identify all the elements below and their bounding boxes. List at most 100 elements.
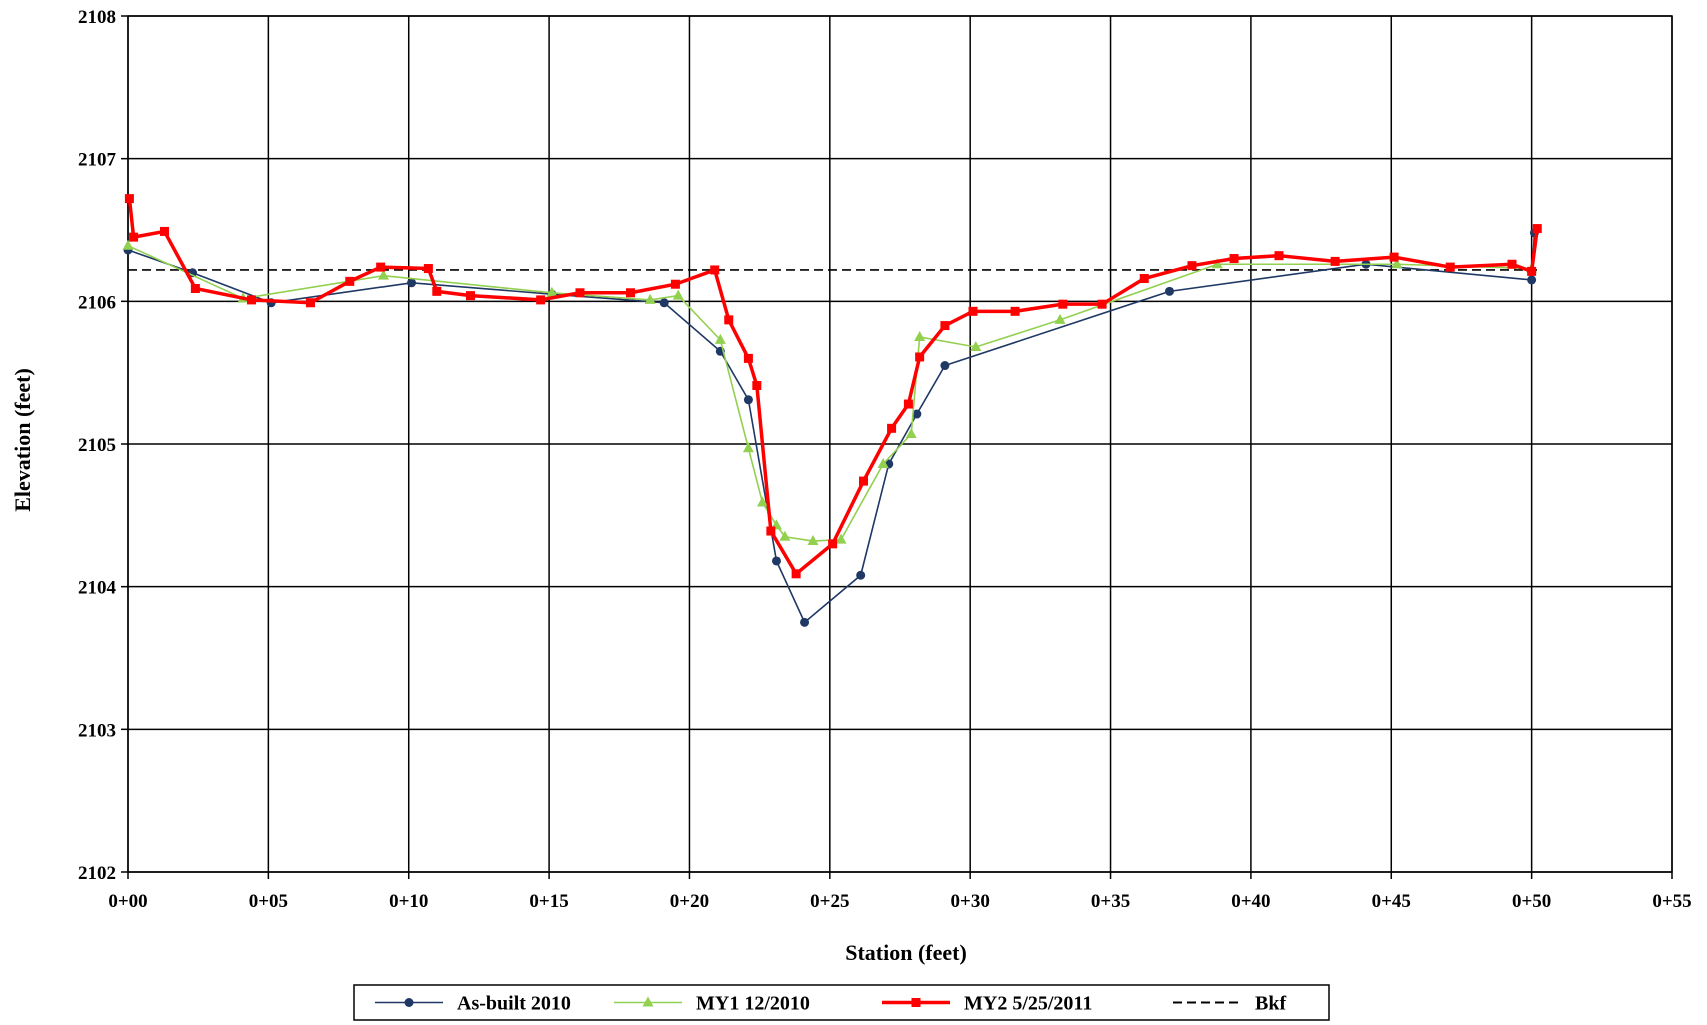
data-point [124, 194, 134, 204]
data-point [1445, 262, 1455, 272]
legend-entry-1: MY1 12/2010 [614, 993, 810, 1015]
legend-label: Bkf [1255, 993, 1286, 1015]
data-point [856, 570, 866, 580]
x-tick-label: 0+40 [1231, 891, 1270, 912]
series-line [127, 232, 1536, 624]
data-point [859, 476, 869, 486]
data-point [642, 996, 654, 1007]
data-point [1229, 254, 1239, 264]
data-point [911, 998, 921, 1007]
data-point [1054, 313, 1066, 324]
y-tick-label: 2107 [78, 150, 117, 171]
data-point [1330, 256, 1340, 266]
data-point [742, 442, 754, 453]
data-point [724, 315, 734, 325]
y-tick-label: 2102 [78, 863, 116, 884]
x-tick-label: 0+10 [389, 891, 428, 912]
data-point [1211, 258, 1223, 269]
data-point [1139, 274, 1149, 284]
y-tick-label: 2106 [78, 292, 116, 313]
legend-entry-3: Bkf [1173, 993, 1286, 1015]
data-point [1164, 286, 1174, 296]
data-point [1097, 299, 1107, 309]
data-point [887, 423, 897, 433]
legend-entry-2: MY2 5/25/2011 [882, 993, 1092, 1015]
x-tick-label: 0+25 [810, 891, 849, 912]
legend: As-built 2010 MY1 12/2010 MY2 5/25/2011 Bkf [353, 984, 1330, 1021]
data-point [912, 409, 922, 419]
data-point [377, 269, 389, 280]
data-point [1389, 252, 1399, 262]
x-tick-label: 0+05 [249, 891, 288, 912]
x-axis-title: Station (feet) [845, 940, 967, 965]
data-point [407, 278, 417, 288]
data-point [122, 239, 134, 250]
data-point [190, 283, 200, 293]
x-axis-ticks: 0+00 0+05 0+10 0+15 0+20 0+25 0+30 0+35 0+40 0+45… [108, 872, 1692, 912]
legend-entry-0: As-built 2010 [375, 993, 571, 1015]
y-tick-label: 2105 [78, 435, 116, 456]
legend-label: MY1 12/2010 [696, 993, 810, 1015]
data-point [1058, 299, 1068, 309]
y-axis-title: Elevation (feet) [10, 368, 35, 512]
x-tick-label: 0+20 [670, 891, 709, 912]
legend-box [353, 984, 1330, 1021]
data-point [659, 298, 669, 308]
x-tick-label: 0+55 [1652, 891, 1691, 912]
x-tick-label: 0+00 [108, 891, 147, 912]
data-point [807, 535, 819, 546]
y-axis-ticks: 2102 2103 2104 2105 2106 2107 2108 [78, 7, 128, 884]
x-tick-label: 0+35 [1091, 891, 1130, 912]
data-point [129, 232, 139, 242]
legend-label: As-built 2010 [457, 993, 571, 1015]
x-tick-label: 0+45 [1372, 891, 1411, 912]
data-point [159, 226, 169, 236]
y-tick-label: 2104 [78, 578, 117, 599]
data-point [968, 306, 978, 316]
x-tick-label: 0+30 [951, 891, 990, 912]
data-point [465, 291, 475, 301]
series-line [127, 198, 1539, 577]
data-point [1187, 261, 1197, 271]
data-point [345, 276, 355, 286]
data-point [670, 279, 680, 289]
data-point [915, 352, 925, 362]
data-point [756, 496, 768, 507]
data-point [771, 556, 781, 566]
data-point [404, 998, 414, 1007]
data-point [800, 617, 810, 627]
data-point [714, 333, 726, 344]
series-layer [122, 194, 1542, 627]
x-tick-label: 0+50 [1512, 891, 1551, 912]
data-point [828, 539, 838, 549]
data-point [779, 530, 791, 541]
data-point [1532, 224, 1542, 234]
data-point [970, 340, 982, 351]
data-point [432, 286, 442, 296]
y-tick-label: 2108 [78, 7, 116, 28]
data-point [835, 533, 847, 544]
data-point [1527, 275, 1537, 285]
data-point [752, 381, 762, 391]
data-point [546, 286, 558, 297]
data-point [1507, 259, 1517, 269]
data-point [791, 569, 801, 579]
data-point [743, 353, 753, 363]
data-point [903, 399, 913, 409]
legend-label: MY2 5/25/2011 [964, 993, 1092, 1015]
data-point [877, 457, 889, 468]
data-point [743, 395, 753, 405]
data-point [626, 288, 636, 298]
data-point [905, 428, 917, 439]
data-point [940, 361, 950, 371]
data-point [1527, 266, 1537, 276]
x-tick-label: 0+15 [529, 891, 568, 912]
data-point [710, 265, 720, 275]
series-2 [124, 194, 1542, 579]
data-point [644, 293, 656, 304]
data-point [940, 321, 950, 331]
data-point [1274, 251, 1284, 261]
data-point [914, 331, 926, 341]
data-point [575, 288, 585, 298]
data-point [305, 298, 315, 308]
